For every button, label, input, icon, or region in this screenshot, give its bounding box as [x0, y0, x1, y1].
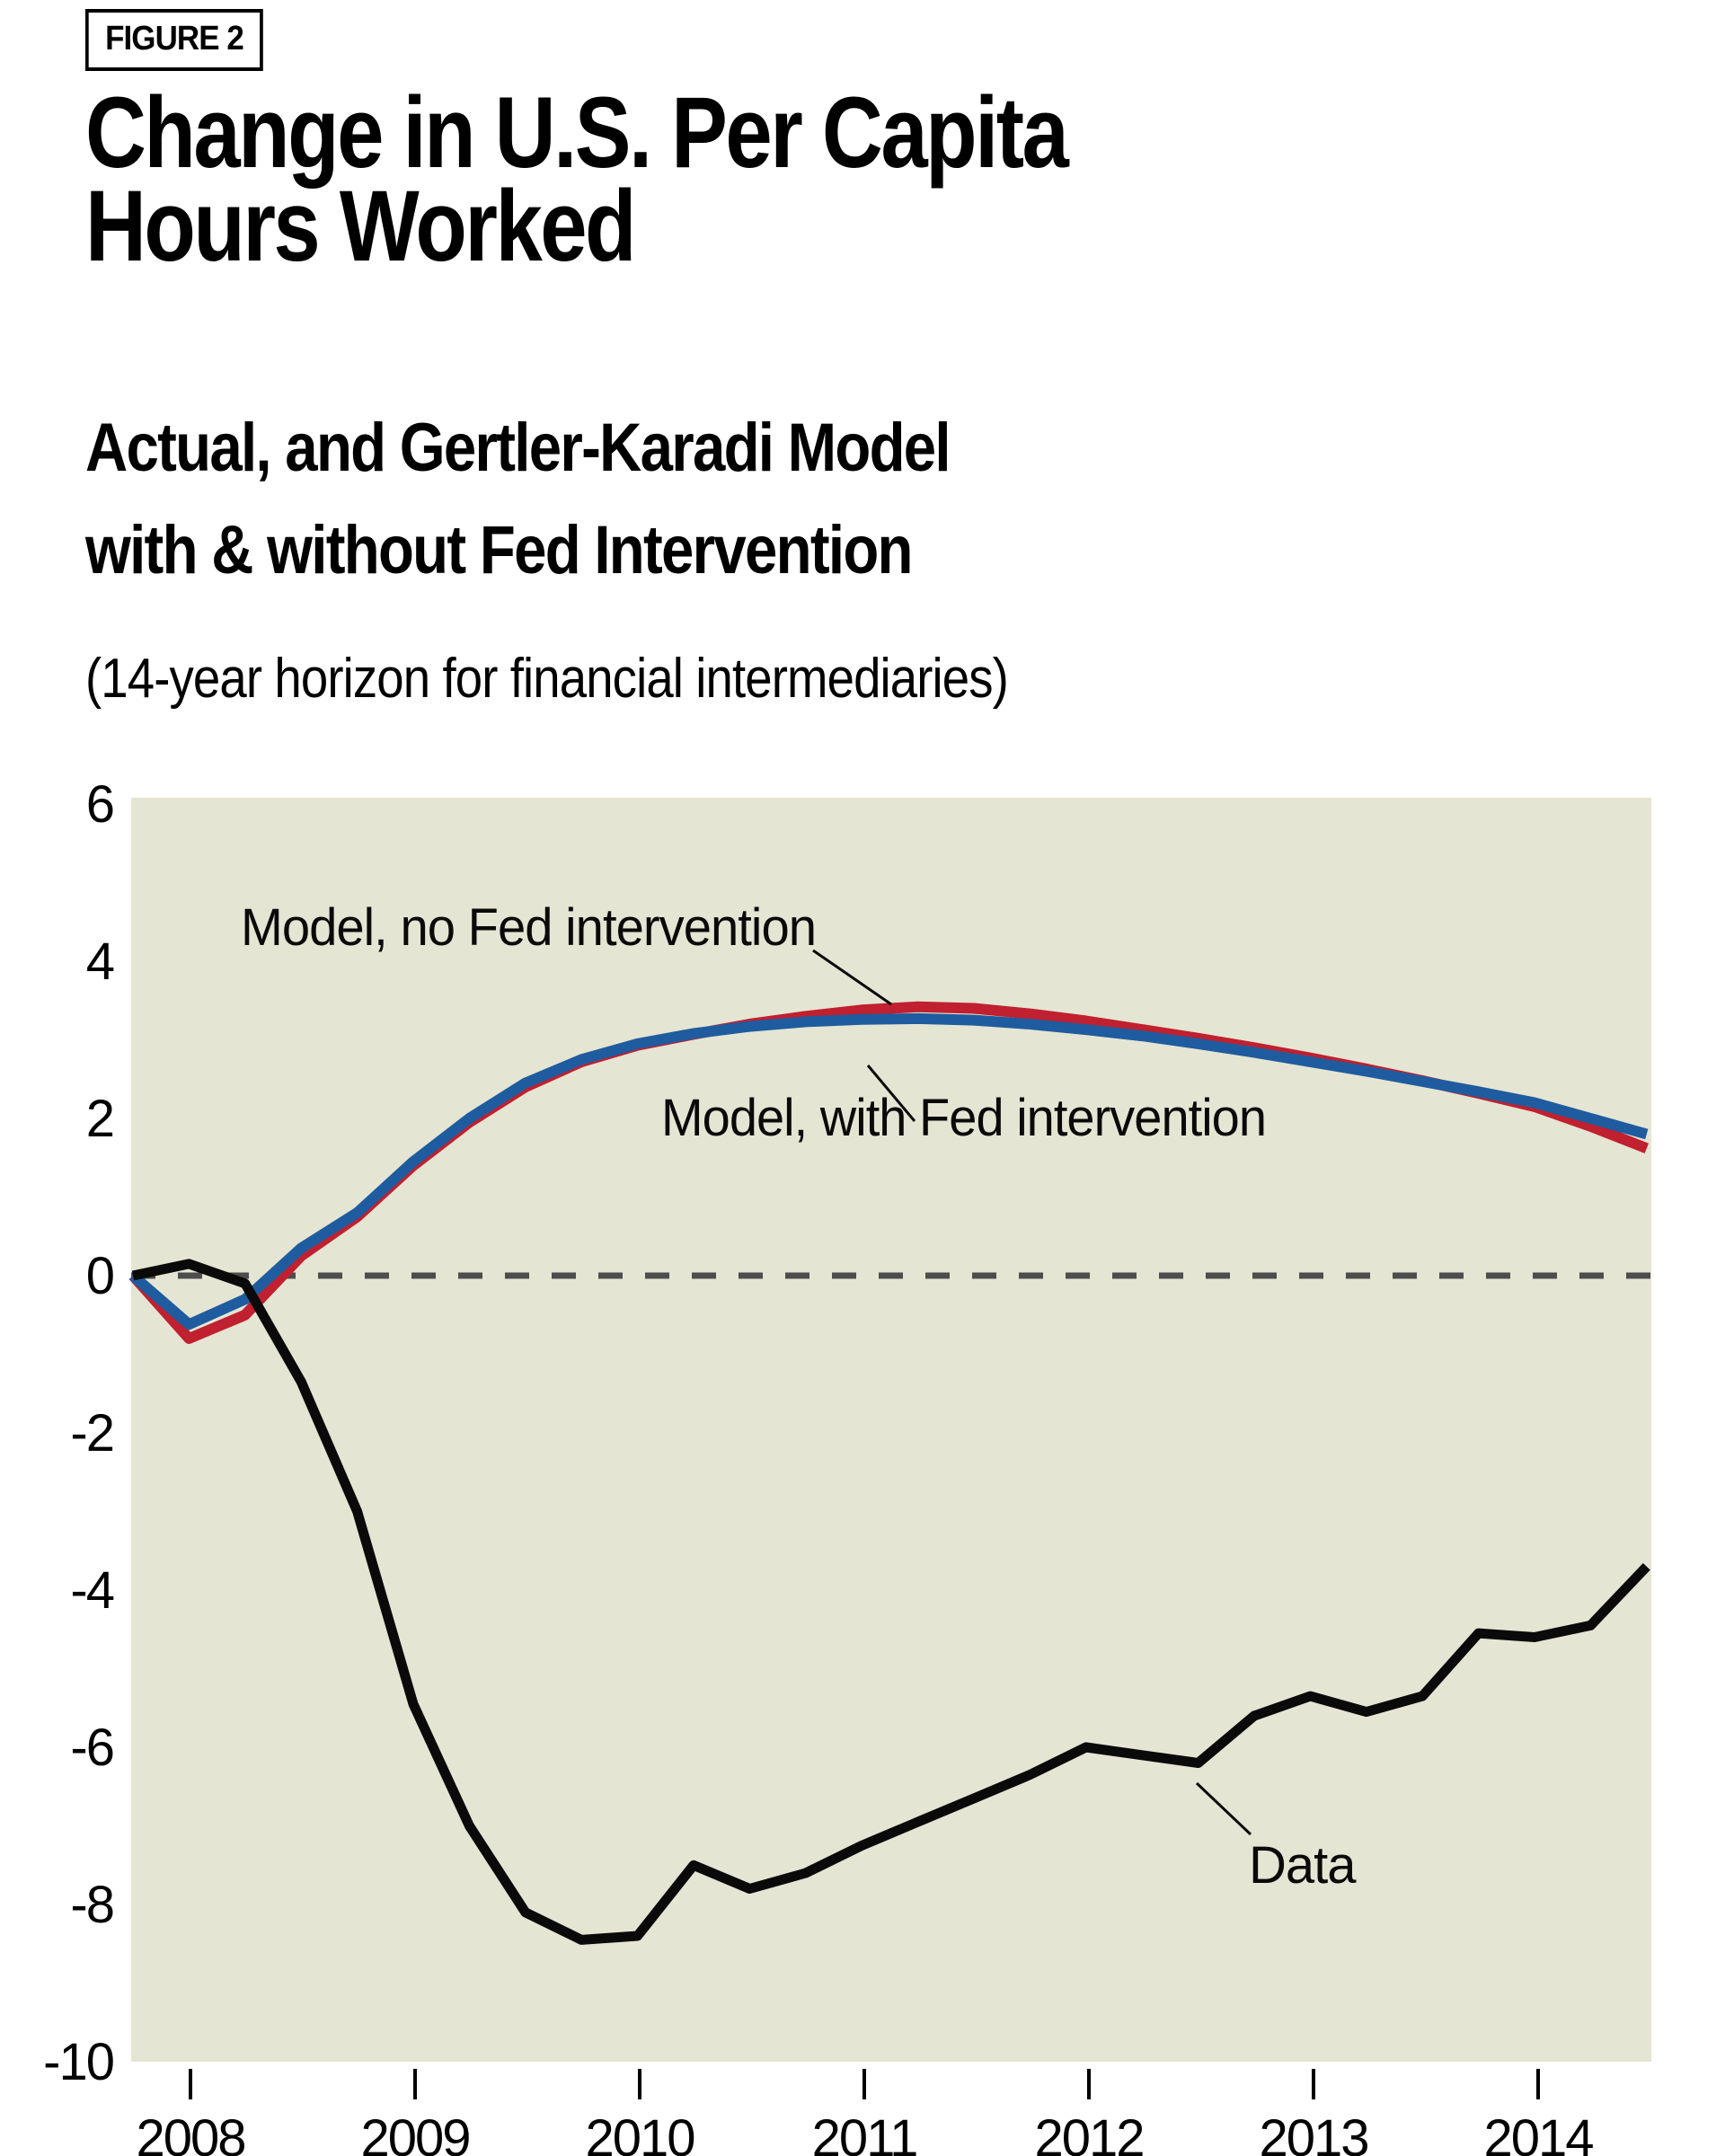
x-axis-label: 2009	[360, 2109, 469, 2156]
y-axis-label: 0	[86, 1247, 113, 1305]
y-axis-label: -10	[43, 2033, 113, 2091]
x-axis-label: 2008	[136, 2109, 244, 2156]
plot-area	[131, 798, 1651, 2062]
x-axis-label: 2013	[1259, 2109, 1367, 2156]
annotation-data: Data	[1249, 1836, 1357, 1895]
y-axis-label: 4	[86, 932, 114, 991]
callout-line-model-no-fed	[812, 949, 892, 1006]
page-title: Change in U.S. Per Capita Hours Worked	[85, 76, 1069, 282]
series-line-model-with-fed	[129, 1012, 1649, 1330]
subtitle-note: (14-year horizon for financial intermedi…	[85, 648, 1009, 710]
annotation-model-with-fed: Model, with Fed intervention	[661, 1089, 1266, 1147]
y-axis-label: -6	[70, 1719, 113, 1777]
x-axis: 2008 2009 2010 2011 2012 2013 2014	[136, 2069, 1595, 2156]
y-axis-label: 2	[86, 1090, 113, 1148]
x-axis-label: 2014	[1483, 2109, 1593, 2156]
series-line-data	[131, 1259, 1650, 1945]
callout-line-data	[1195, 1781, 1252, 1836]
y-axis-label: -2	[70, 1404, 113, 1462]
annotation-model-no-fed: Model, no Fed intervention	[241, 898, 816, 957]
figure-tag: FIGURE 2	[85, 9, 264, 71]
y-axis: 6 4 2 0 -2 -4 -6 -8 -10	[43, 775, 116, 2091]
x-axis-label: 2012	[1034, 2109, 1143, 2156]
y-axis-label: -8	[70, 1876, 113, 1934]
subtitle: Actual, and Gertler-Karadi Model with & …	[85, 410, 951, 588]
y-axis-label: -4	[70, 1561, 113, 1620]
y-axis-label: 6	[86, 775, 113, 834]
callout-line-model-with-fed	[866, 1065, 916, 1122]
x-axis-label: 2011	[812, 2109, 917, 2156]
x-axis-label: 2010	[585, 2109, 694, 2156]
